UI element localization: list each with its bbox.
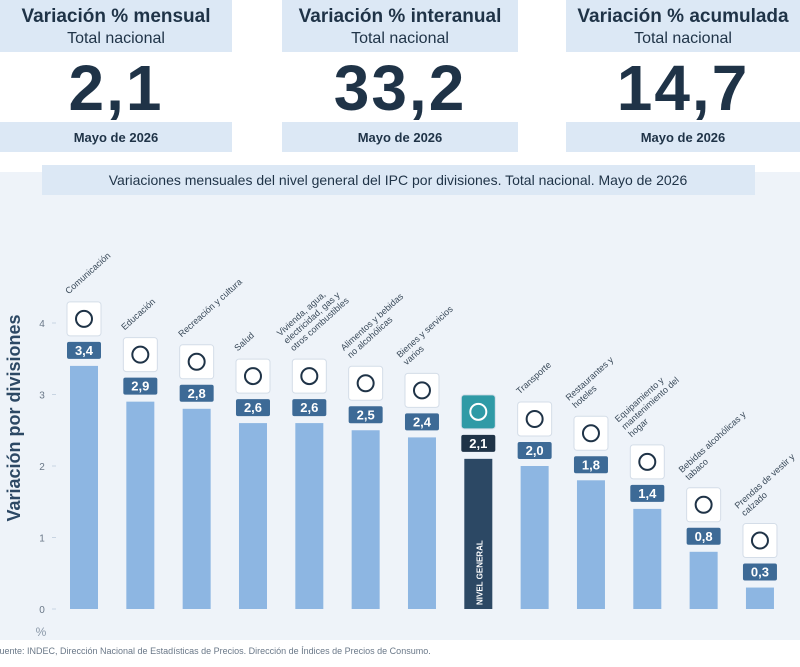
icon-box bbox=[686, 487, 722, 523]
bar bbox=[238, 423, 267, 609]
icon-box bbox=[348, 365, 384, 401]
value-label: 1,4 bbox=[638, 486, 657, 501]
y-tick-label: 2 bbox=[39, 462, 45, 473]
icon bbox=[75, 309, 93, 328]
value-label: 2,0 bbox=[526, 443, 544, 458]
icon-box bbox=[573, 415, 609, 451]
icon bbox=[356, 374, 375, 393]
value-label-box bbox=[348, 406, 383, 424]
icon bbox=[243, 367, 262, 386]
value-label-box bbox=[517, 442, 552, 459]
card-header: Variación % acumulada Total nacional bbox=[566, 0, 800, 52]
card-subtitle: Total nacional bbox=[634, 30, 732, 47]
value-label-box bbox=[742, 563, 777, 581]
value-label: 2,4 bbox=[413, 414, 432, 429]
source: Fuente: INDEC, Dirección Nacional de Est… bbox=[0, 646, 431, 656]
card-period: Mayo de 2026 bbox=[0, 122, 232, 152]
icon-box bbox=[122, 337, 158, 373]
icon bbox=[187, 352, 206, 371]
card-subtitle: Total nacional bbox=[67, 30, 165, 47]
value-label-box bbox=[573, 456, 608, 474]
icon-box bbox=[742, 523, 778, 559]
chart-title-box bbox=[42, 165, 755, 195]
icon bbox=[300, 367, 319, 386]
stat-card: Variación % interanual Total nacional 33,2… bbox=[282, 0, 518, 152]
card-header: Variación % mensual Total nacional bbox=[0, 0, 232, 52]
value-label: 2,9 bbox=[131, 379, 149, 394]
icon bbox=[525, 410, 544, 428]
stat-card: Variación % mensual Total nacional 2,1 Mayo… bbox=[0, 0, 232, 152]
card-title: Variación % acumulada bbox=[577, 6, 789, 27]
card-title: Variación % mensual bbox=[21, 6, 211, 27]
bar bbox=[126, 401, 155, 609]
card-header: Variación % interanual Total nacional bbox=[282, 0, 518, 52]
value-label: 2,5 bbox=[357, 407, 375, 422]
chart-title: Variaciones mensuales del nivel general … bbox=[109, 172, 688, 188]
value-label: 2,6 bbox=[244, 400, 262, 415]
bar bbox=[520, 466, 549, 609]
card-period: Mayo de 2026 bbox=[566, 122, 800, 152]
icon-box bbox=[629, 444, 665, 480]
card-period: Mayo de 2026 bbox=[282, 122, 518, 152]
value-label: 1,8 bbox=[582, 457, 600, 472]
category-label-inside: NIVEL GENERAL bbox=[475, 540, 484, 605]
bar bbox=[351, 430, 380, 609]
icon-box bbox=[291, 358, 327, 394]
value-label: 3,4 bbox=[75, 343, 94, 358]
card-value: 2,1 bbox=[68, 52, 164, 124]
card-subtitle: Total nacional bbox=[351, 30, 449, 47]
icon bbox=[469, 402, 488, 421]
value-label: 0,8 bbox=[695, 529, 713, 544]
y-tick-label: 4 bbox=[39, 319, 45, 330]
y-tick-label: 0 bbox=[39, 605, 45, 616]
icon bbox=[131, 345, 150, 364]
value-label-box bbox=[461, 434, 496, 452]
value-label-box bbox=[179, 384, 214, 402]
y-tick-label: 1 bbox=[39, 534, 45, 545]
icon bbox=[412, 381, 431, 400]
icon-box bbox=[66, 301, 102, 337]
icon bbox=[750, 531, 769, 550]
value-label-box bbox=[235, 399, 270, 417]
bar bbox=[745, 587, 774, 609]
icon-box bbox=[235, 358, 271, 394]
bar bbox=[576, 480, 605, 609]
card-value: 14,7 bbox=[616, 52, 750, 124]
value-label-box bbox=[292, 399, 327, 417]
icon bbox=[581, 424, 600, 443]
bar bbox=[407, 437, 436, 609]
value-label-box bbox=[123, 377, 158, 395]
value-label-box bbox=[686, 527, 721, 545]
stat-card: Variación % acumulada Total nacional 14,7 M… bbox=[566, 0, 800, 152]
icon-box bbox=[460, 394, 496, 430]
bar bbox=[70, 365, 98, 609]
bar bbox=[295, 423, 324, 609]
value-label: 2,1 bbox=[469, 436, 487, 451]
bar bbox=[633, 508, 662, 609]
icon-box bbox=[179, 344, 215, 380]
y-unit: % bbox=[36, 625, 47, 639]
y-tick-label: 3 bbox=[39, 391, 45, 402]
bar bbox=[182, 408, 211, 609]
value-label: 2,6 bbox=[300, 400, 318, 415]
card-value: 33,2 bbox=[333, 52, 467, 124]
icon-box bbox=[517, 401, 553, 437]
icon bbox=[638, 452, 657, 471]
value-label-box bbox=[67, 341, 101, 359]
bar bbox=[689, 551, 718, 609]
card-title: Variación % interanual bbox=[298, 6, 502, 27]
value-label: 2,8 bbox=[188, 386, 206, 401]
icon bbox=[694, 495, 713, 514]
y-axis-label: Variación por divisiones bbox=[4, 314, 24, 521]
value-label-box bbox=[404, 413, 439, 431]
icon-box bbox=[404, 372, 440, 408]
value-label: 0,3 bbox=[751, 565, 769, 580]
bar bbox=[464, 458, 493, 609]
value-label-box bbox=[630, 484, 665, 502]
